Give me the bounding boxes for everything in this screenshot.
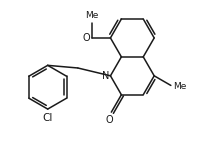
Text: Me: Me xyxy=(173,82,187,91)
Text: Me: Me xyxy=(85,11,99,20)
Text: Cl: Cl xyxy=(42,113,53,123)
Text: O: O xyxy=(106,115,113,125)
Text: O: O xyxy=(83,33,90,43)
Text: N: N xyxy=(102,71,109,81)
